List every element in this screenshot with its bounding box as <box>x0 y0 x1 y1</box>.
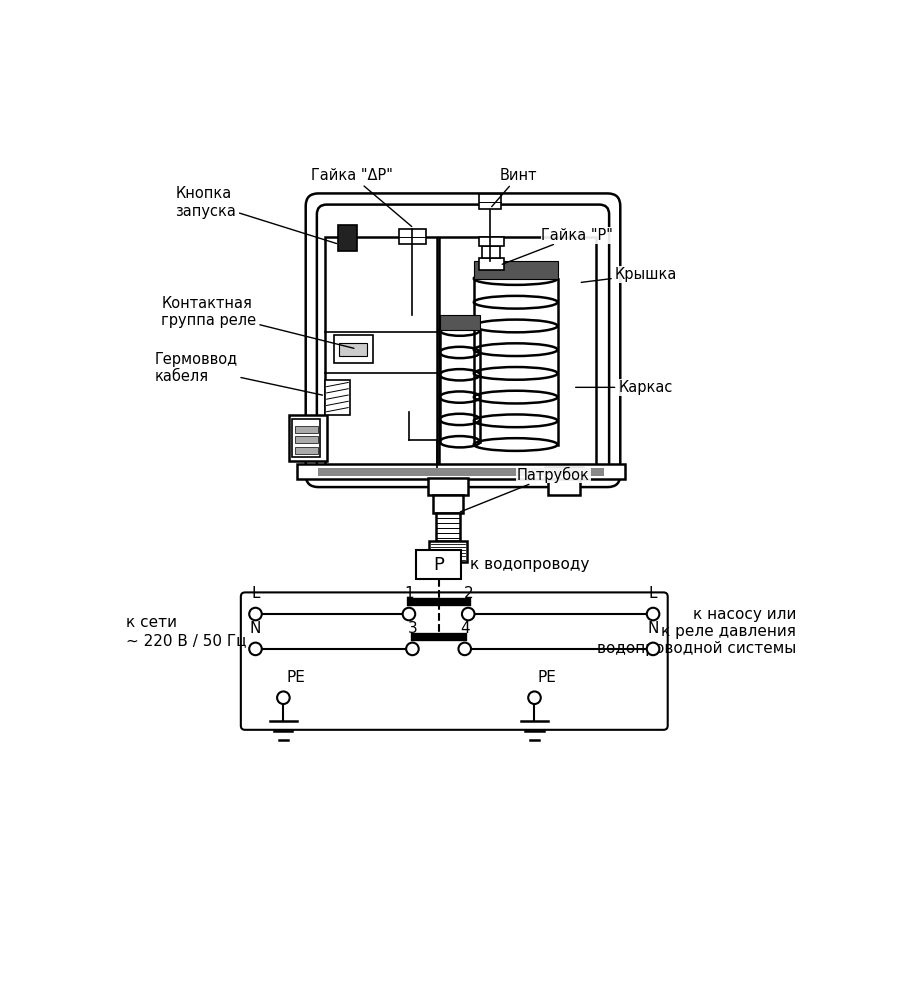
Bar <box>482 246 500 258</box>
Text: L: L <box>251 587 260 602</box>
Text: N: N <box>647 621 659 636</box>
Bar <box>439 237 596 467</box>
FancyBboxPatch shape <box>428 540 467 562</box>
Bar <box>334 335 373 363</box>
Text: PE: PE <box>287 670 306 685</box>
Text: PE: PE <box>538 670 557 685</box>
Text: к сети
~ 220 В / 50 Гц: к сети ~ 220 В / 50 Гц <box>126 616 247 648</box>
Text: Каркас: Каркас <box>576 379 672 395</box>
Text: 2: 2 <box>464 587 473 602</box>
Bar <box>428 478 468 495</box>
Circle shape <box>462 608 474 620</box>
Bar <box>292 419 320 457</box>
Text: N: N <box>250 621 261 636</box>
Bar <box>297 464 626 479</box>
Text: 1: 1 <box>404 587 414 602</box>
Text: к водопроводу: к водопроводу <box>471 557 590 572</box>
Bar <box>338 225 357 251</box>
Circle shape <box>647 642 660 655</box>
Circle shape <box>249 642 262 655</box>
Bar <box>295 436 318 444</box>
Text: P: P <box>433 555 444 573</box>
Text: к насосу или
к реле давления
водопроводной системы: к насосу или к реле давления водопроводн… <box>597 607 796 656</box>
Text: Кнопка
запуска: Кнопка запуска <box>176 187 337 243</box>
Text: Гайка "ΔP": Гайка "ΔP" <box>311 169 411 226</box>
Bar <box>295 447 318 453</box>
Bar <box>436 513 460 540</box>
Text: Гайка "P": Гайка "P" <box>502 228 613 264</box>
Text: Винт: Винт <box>491 169 537 206</box>
Bar <box>319 467 604 476</box>
Circle shape <box>647 608 660 620</box>
Circle shape <box>528 692 541 704</box>
Bar <box>479 258 504 270</box>
Bar <box>479 237 504 246</box>
Circle shape <box>249 608 262 620</box>
Text: Крышка: Крышка <box>581 267 677 283</box>
Bar <box>479 194 501 209</box>
Bar <box>439 315 480 330</box>
Bar <box>325 380 349 415</box>
Bar <box>325 237 436 467</box>
FancyBboxPatch shape <box>317 205 609 476</box>
Bar <box>434 495 463 513</box>
Bar <box>400 229 426 244</box>
Bar <box>416 550 461 579</box>
FancyBboxPatch shape <box>306 194 620 487</box>
Text: Контактная
группа реле: Контактная группа реле <box>161 295 354 349</box>
Bar <box>289 415 328 460</box>
Text: Гермоввод
кабеля: Гермоввод кабеля <box>155 352 322 395</box>
Circle shape <box>458 642 471 655</box>
Bar <box>545 467 583 479</box>
Circle shape <box>402 608 415 620</box>
Bar <box>548 478 580 495</box>
Circle shape <box>406 642 419 655</box>
Text: L: L <box>649 587 657 602</box>
Text: 4: 4 <box>460 621 470 636</box>
Bar <box>339 344 367 356</box>
Text: Патрубок: Патрубок <box>460 466 590 512</box>
Bar <box>295 426 318 433</box>
Bar <box>473 261 557 279</box>
Circle shape <box>277 692 290 704</box>
Text: 3: 3 <box>408 621 418 636</box>
